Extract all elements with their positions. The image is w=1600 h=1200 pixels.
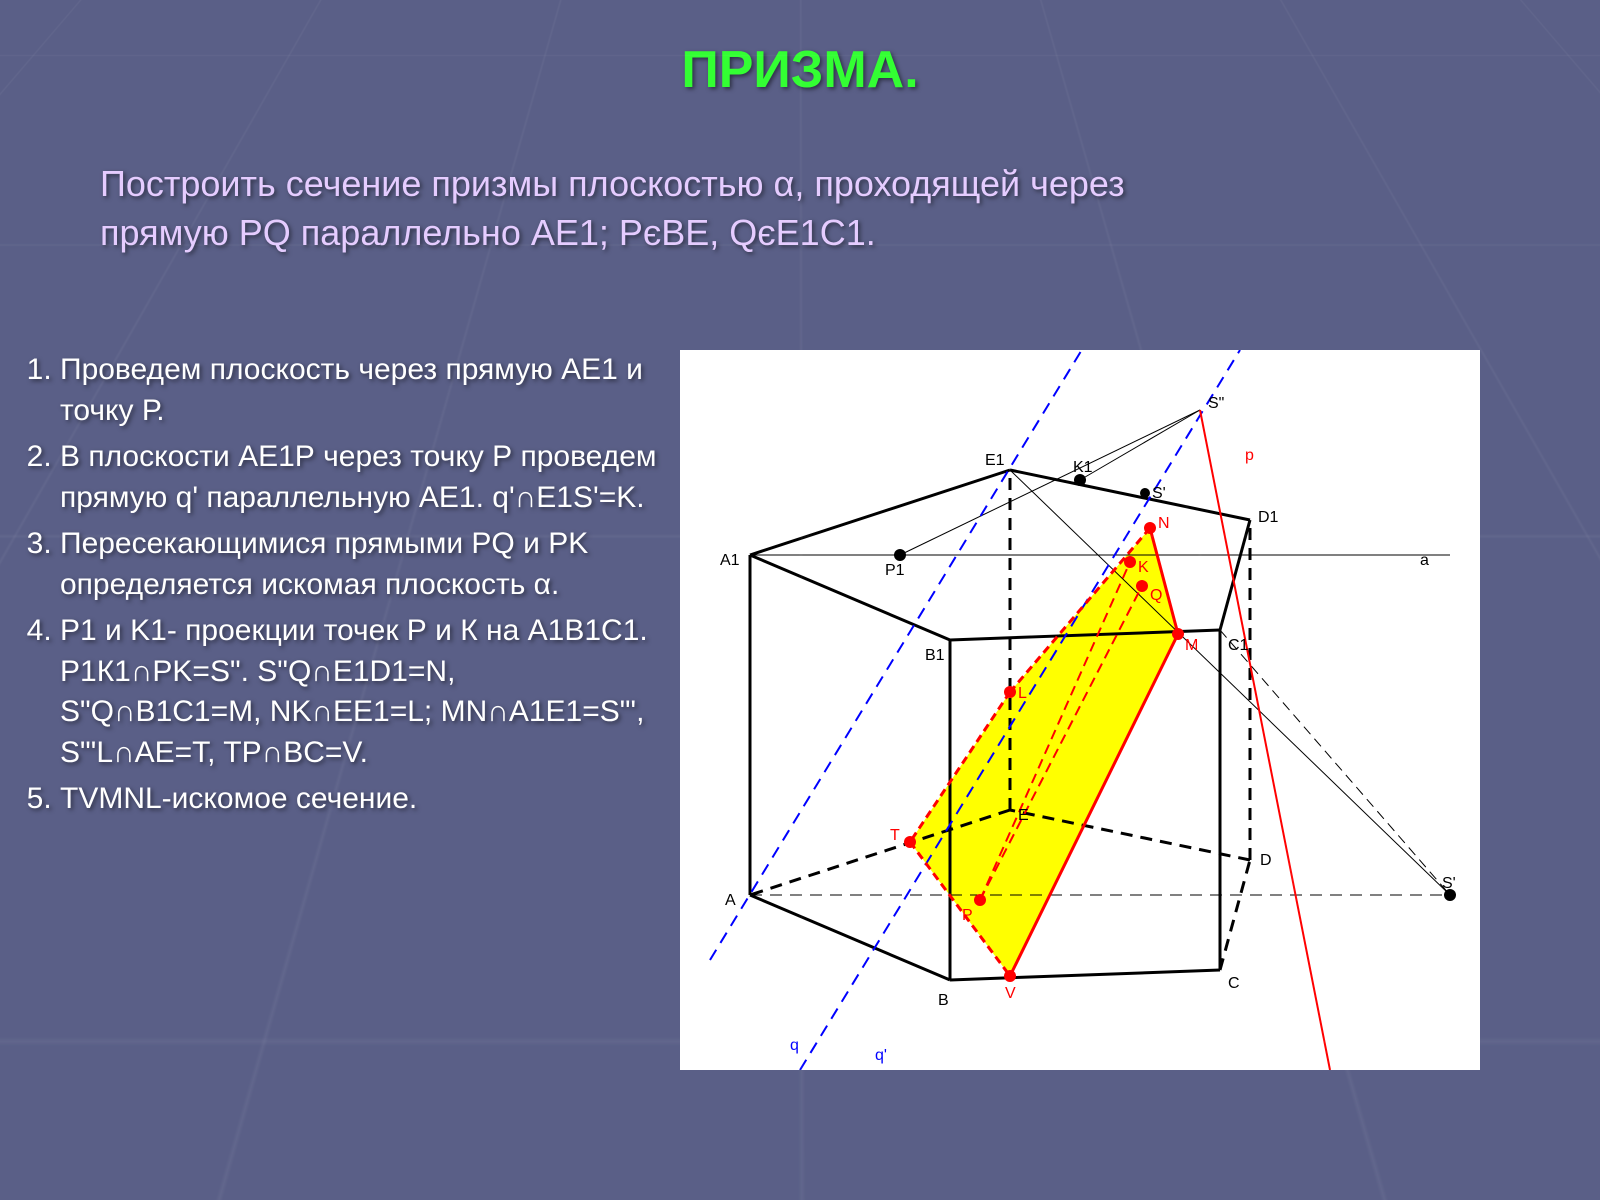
step-item: TVMNL-искомое сечение. xyxy=(60,779,660,820)
label-qp: q' xyxy=(875,1047,887,1064)
problem-statement: Построить сечение призмы плоскостью α, п… xyxy=(100,160,1500,257)
label-L: L xyxy=(1018,685,1027,702)
label-E1: E1 xyxy=(985,452,1005,469)
label-T: T xyxy=(890,827,900,844)
label-B: B xyxy=(938,992,949,1009)
label-P1: P1 xyxy=(885,562,905,579)
label-K: K xyxy=(1138,559,1149,576)
label-S2: S" xyxy=(1208,395,1224,412)
solution-steps: Проведем плоскость через прямую АЕ1 и то… xyxy=(20,350,660,826)
label-K1: K1 xyxy=(1073,459,1093,476)
page-title: ПРИЗМА. xyxy=(0,40,1600,100)
label-D1: D1 xyxy=(1258,509,1279,526)
label-a: a xyxy=(1420,552,1429,569)
label-P: P xyxy=(962,907,973,924)
label-Q: Q xyxy=(1150,587,1162,604)
label-S3: S' xyxy=(1152,485,1166,502)
label-D: D xyxy=(1260,852,1272,869)
label-C1: C1 xyxy=(1228,637,1249,654)
label-p: p xyxy=(1245,447,1254,464)
step-item: В плоскости АЕ1Р через точку Р проведем … xyxy=(60,437,660,518)
prism-diagram: A B C D E A1 B1 C1 D1 E1 P1 K1 S" S' S' … xyxy=(680,350,1480,1070)
label-M: M xyxy=(1185,637,1198,654)
step-item: P1 и K1- проекции точек Р и К на А1В1С1.… xyxy=(60,611,660,773)
label-E: E xyxy=(1018,807,1029,824)
label-B1: B1 xyxy=(925,647,945,664)
problem-line-1: Построить сечение призмы плоскостью α, п… xyxy=(100,163,1125,204)
label-C: C xyxy=(1228,975,1240,992)
label-V: V xyxy=(1005,985,1016,1002)
label-N: N xyxy=(1158,515,1170,532)
step-item: Пересекающимися прямыми PQ и PK определя… xyxy=(60,524,660,605)
problem-line-2: прямую PQ параллельно AE1; PєBE, QєE1C1. xyxy=(100,212,876,253)
label-Sp: S' xyxy=(1442,875,1456,892)
label-A1: A1 xyxy=(720,552,740,569)
label-q: q xyxy=(790,1037,799,1054)
step-item: Проведем плоскость через прямую АЕ1 и то… xyxy=(60,350,660,431)
label-A: A xyxy=(725,892,736,909)
